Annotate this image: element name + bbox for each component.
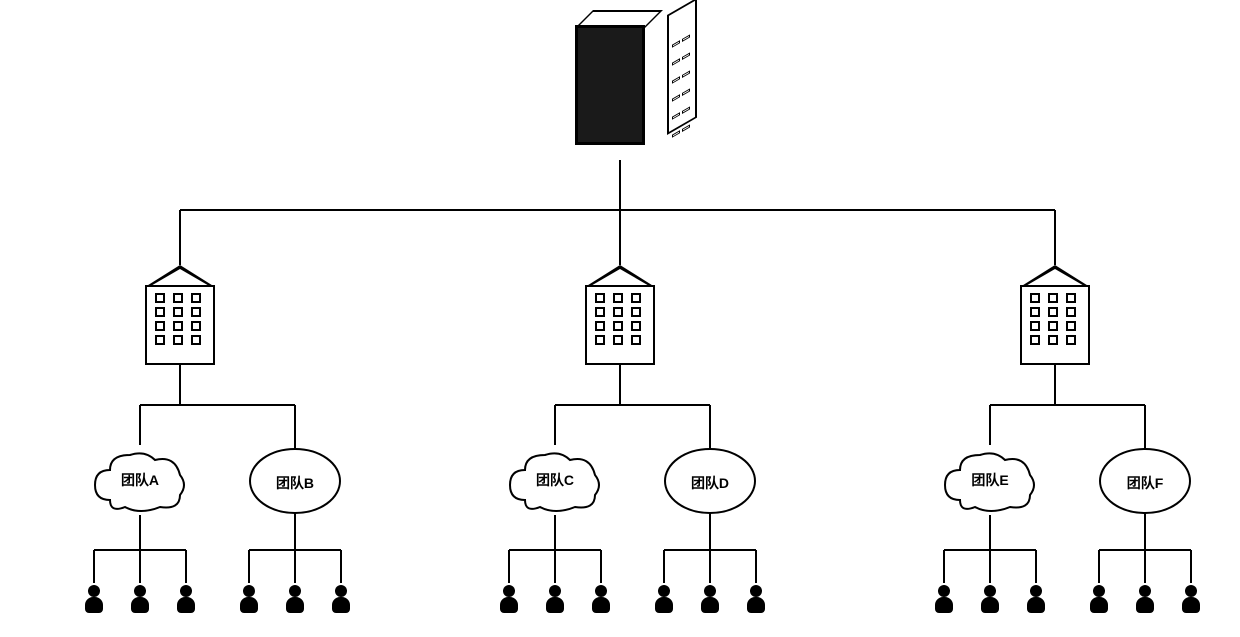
team-node-c: 团队C bbox=[505, 445, 605, 515]
person-icon bbox=[980, 585, 1000, 613]
team-label: 团队E bbox=[971, 470, 1008, 490]
building-icon bbox=[585, 265, 655, 365]
person-icon bbox=[591, 585, 611, 613]
team-node-a: 团队A bbox=[90, 445, 190, 515]
team-label: 团队F bbox=[1127, 473, 1164, 493]
person-icon bbox=[239, 585, 259, 613]
building-icon bbox=[1020, 265, 1090, 365]
person-icon bbox=[176, 585, 196, 613]
team-node-b: 团队B bbox=[245, 448, 345, 518]
person-icon bbox=[1181, 585, 1201, 613]
team-label: 团队D bbox=[691, 473, 729, 493]
team-node-e: 团队E bbox=[940, 445, 1040, 515]
person-icon bbox=[934, 585, 954, 613]
team-node-d: 团队D bbox=[660, 448, 760, 518]
person-icon bbox=[1089, 585, 1109, 613]
team-label: 团队A bbox=[121, 470, 159, 490]
person-icon bbox=[545, 585, 565, 613]
person-icon bbox=[84, 585, 104, 613]
person-icon bbox=[331, 585, 351, 613]
team-label: 团队C bbox=[536, 470, 574, 490]
person-icon bbox=[285, 585, 305, 613]
person-icon bbox=[1026, 585, 1046, 613]
person-icon bbox=[499, 585, 519, 613]
hierarchy-diagram: 团队A 团队B 团队C 团队D 团队E 团队F bbox=[0, 0, 1240, 637]
building-icon bbox=[145, 265, 215, 365]
person-icon bbox=[700, 585, 720, 613]
team-label: 团队B bbox=[276, 473, 314, 493]
server-icon bbox=[575, 25, 675, 165]
person-icon bbox=[130, 585, 150, 613]
person-icon bbox=[654, 585, 674, 613]
team-node-f: 团队F bbox=[1095, 448, 1195, 518]
person-icon bbox=[1135, 585, 1155, 613]
person-icon bbox=[746, 585, 766, 613]
